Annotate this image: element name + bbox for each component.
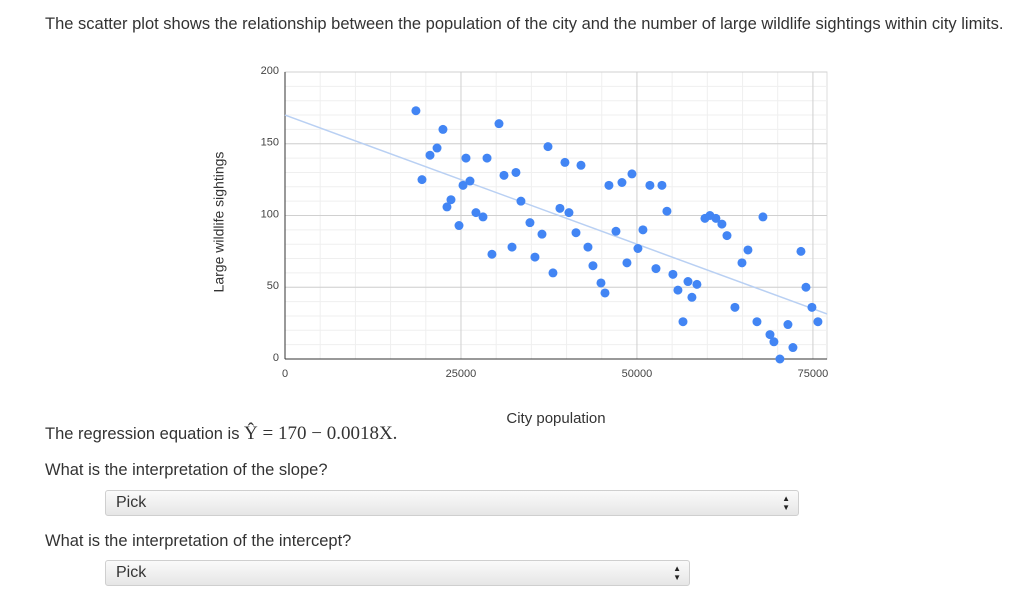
point <box>673 285 683 295</box>
point <box>596 278 606 288</box>
point <box>796 246 806 256</box>
x-tick-label: 50000 <box>622 368 653 380</box>
point <box>465 176 475 186</box>
point <box>657 180 667 190</box>
question-intro: The scatter plot shows the relationship … <box>45 15 1004 33</box>
equation-line: The regression equation is Ŷ = 170 − 0.0… <box>45 423 397 445</box>
point <box>507 242 517 252</box>
point <box>783 320 793 330</box>
point <box>737 258 747 268</box>
equation-prefix: The regression equation is <box>45 425 240 443</box>
point <box>555 203 565 213</box>
y-tick-label: 50 <box>267 280 279 292</box>
point <box>560 157 570 167</box>
y-tick-label: 200 <box>261 65 279 77</box>
point <box>478 212 488 222</box>
point <box>645 180 655 190</box>
point <box>651 264 661 274</box>
select-text: Pick <box>116 494 147 511</box>
y-axis-label: Large wildlife sightings <box>211 152 227 293</box>
point <box>775 354 785 364</box>
trendline <box>284 114 828 315</box>
point <box>668 269 678 279</box>
point <box>530 252 540 262</box>
point <box>548 268 558 278</box>
y-tick-label: 150 <box>261 137 279 149</box>
select-arrows: ▲ ▼ <box>673 564 681 582</box>
point <box>683 277 693 287</box>
point <box>813 317 823 327</box>
point <box>588 261 598 271</box>
point <box>446 195 456 205</box>
point <box>442 202 452 212</box>
x-tick-label: 75000 <box>798 368 829 380</box>
point <box>769 337 779 347</box>
slope-select[interactable]: Pick ▲ ▼ <box>105 490 799 516</box>
point <box>743 245 753 255</box>
point <box>411 106 421 116</box>
point <box>711 213 721 223</box>
point <box>438 124 448 134</box>
y-tick-label: 100 <box>261 208 279 220</box>
point <box>752 317 762 327</box>
point <box>471 208 481 218</box>
select-text: Pick <box>116 564 147 581</box>
point <box>537 229 547 239</box>
point <box>758 212 768 222</box>
point <box>765 330 775 340</box>
point <box>425 150 435 160</box>
select-arrows: ▲ ▼ <box>782 494 790 512</box>
point <box>604 180 614 190</box>
point <box>801 282 811 292</box>
point <box>576 160 586 170</box>
point <box>461 153 471 163</box>
point <box>432 143 442 153</box>
point <box>571 228 581 238</box>
equation: Ŷ = 170 − 0.0018X. <box>244 423 398 444</box>
point <box>564 208 574 218</box>
point <box>788 343 798 353</box>
point <box>494 119 504 129</box>
point <box>600 288 610 298</box>
point <box>678 317 688 327</box>
point <box>454 221 464 231</box>
point <box>622 258 632 268</box>
point <box>807 302 817 312</box>
point <box>638 225 648 235</box>
y-tick-label: 0 <box>273 352 279 364</box>
point <box>482 153 492 163</box>
slope-question: What is the interpretation of the slope? <box>45 461 328 479</box>
point <box>583 242 593 252</box>
point <box>499 170 509 180</box>
point <box>633 244 643 254</box>
point <box>611 226 621 236</box>
point <box>525 218 535 228</box>
x-axis-label: City population <box>506 410 605 427</box>
point <box>730 302 740 312</box>
point <box>617 177 627 187</box>
intercept-select[interactable]: Pick ▲ ▼ <box>105 560 690 586</box>
chart: Large wildlife sightings City population… <box>211 65 829 427</box>
point <box>511 167 521 177</box>
x-tick-label: 25000 <box>446 368 477 380</box>
point <box>543 142 553 152</box>
point <box>458 180 468 190</box>
point <box>627 169 637 179</box>
point <box>692 279 702 289</box>
intercept-question: What is the interpretation of the interc… <box>45 532 352 550</box>
point <box>516 196 526 206</box>
x-tick-label: 0 <box>282 368 288 380</box>
point <box>722 231 732 241</box>
point <box>717 219 727 229</box>
point <box>487 249 497 259</box>
point <box>417 175 427 185</box>
point <box>662 206 672 216</box>
point <box>687 292 697 302</box>
